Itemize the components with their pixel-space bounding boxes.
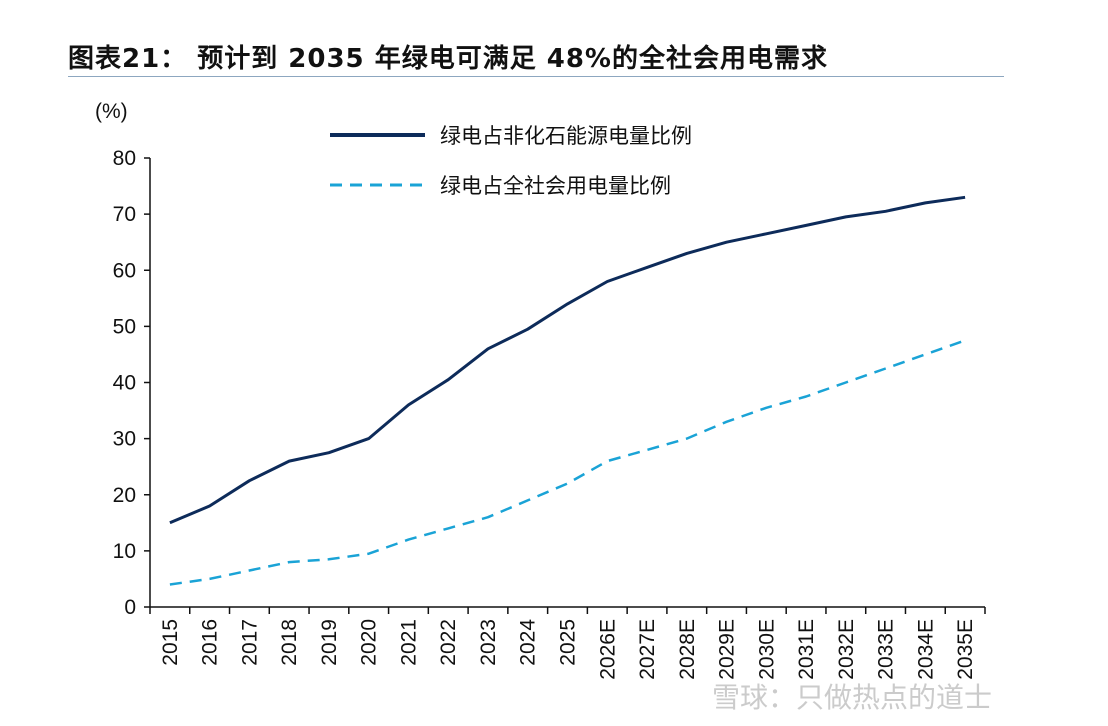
- legend-label-series2: 绿电占全社会用电量比例: [440, 174, 671, 198]
- x-tick-label: 2026E: [596, 619, 619, 680]
- title-divider: [68, 76, 1004, 77]
- y-tick-labels: 0 10 20 30 40 50 60 70 80: [113, 147, 136, 619]
- x-tick-label: 2027E: [636, 619, 659, 680]
- y-tick-label: 20: [113, 484, 136, 507]
- x-tick-label: 2029E: [716, 619, 739, 680]
- legend-label-series1: 绿电占非化石能源电量比例: [440, 124, 692, 148]
- x-tick-label: 2033E: [875, 619, 898, 680]
- series-lines: [169, 195, 966, 586]
- x-tick-label: 2019: [318, 619, 341, 666]
- x-tick-label: 2028E: [676, 619, 699, 680]
- x-tick-label: 2022: [437, 619, 460, 666]
- y-tick-label: 80: [113, 147, 136, 170]
- x-tick-label: 2018: [278, 619, 301, 666]
- x-tick-label: 2016: [199, 619, 222, 666]
- x-tick-label: 2017: [238, 619, 261, 666]
- x-tick-label: 2023: [477, 619, 500, 666]
- y-tick-label: 70: [113, 203, 136, 226]
- x-tick-label: 2031E: [795, 619, 818, 680]
- x-tick-label: 2032E: [835, 619, 858, 680]
- y-tick-label: 0: [124, 596, 136, 619]
- x-tick-labels: 2015 2016 2017 2018 2019 2020 2021 2022 2023 2024…: [159, 619, 977, 680]
- x-tick-label: 2024: [517, 619, 540, 666]
- y-tick-label: 10: [113, 540, 136, 563]
- x-tick-label: 2035E: [954, 619, 977, 680]
- x-tick-label: 2020: [358, 619, 381, 666]
- axes: [144, 157, 986, 614]
- y-tick-label: 30: [113, 428, 136, 451]
- chart-title: 图表21： 预计到 2035 年绿电可满足 48%的全社会用电需求: [68, 44, 828, 74]
- watermark: 雪球：只做热点的道士: [712, 681, 993, 714]
- x-tick-label: 2021: [397, 619, 420, 666]
- y-tick-label: 60: [113, 259, 136, 282]
- x-tick-label: 2025: [557, 619, 580, 666]
- x-tick-label: 2030E: [755, 619, 778, 680]
- series-line-1: [169, 195, 966, 525]
- y-tick-label: 50: [113, 315, 136, 338]
- x-tick-label: 2034E: [914, 619, 937, 680]
- y-unit-label: (%): [95, 100, 128, 123]
- y-tick-label: 40: [113, 372, 136, 395]
- x-tick-label: 2015: [159, 619, 182, 666]
- legend: 绿电占非化石能源电量比例 绿电占全社会用电量比例: [330, 124, 692, 198]
